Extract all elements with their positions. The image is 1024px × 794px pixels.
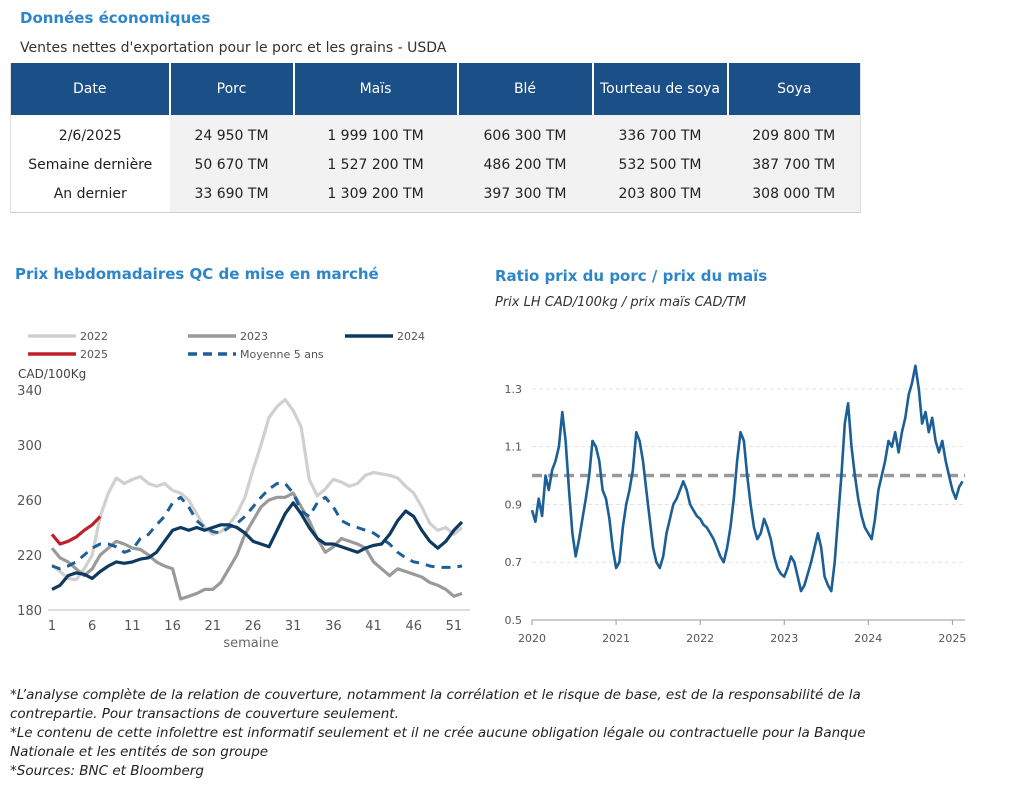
table-cell: 532 500 TM (592, 150, 728, 179)
y-tick-label: 260 (17, 494, 42, 509)
y-axis-label: CAD/100Kg (18, 367, 86, 381)
footnotes: *L’analyse complète de la relation de co… (10, 686, 870, 781)
table-cell: 203 800 TM (592, 179, 728, 213)
series-line-moyenne-5-ans (51, 482, 463, 571)
y-tick-label: 0.7 (505, 556, 523, 569)
y-tick-label: 0.5 (505, 614, 523, 627)
legend-label: 2024 (397, 330, 425, 343)
ratio-chart-title: Ratio prix du porc / prix du maïs (495, 267, 768, 285)
y-tick-label: 340 (17, 384, 42, 399)
x-tick-label: 46 (405, 619, 422, 634)
x-tick-label: 11 (124, 619, 141, 634)
legend-label: 2022 (80, 330, 108, 343)
x-tick-label: 2021 (602, 632, 630, 645)
x-tick-label: 6 (88, 619, 96, 634)
table-cell: 397 300 TM (457, 179, 593, 213)
x-axis-label: semaine (223, 636, 278, 651)
table-cell: 387 700 TM (727, 150, 861, 179)
column-header: Tourteau de soya (591, 63, 728, 115)
y-tick-label: 300 (17, 439, 42, 454)
series-line-2025 (50, 515, 102, 546)
x-tick-label: 2025 (938, 632, 966, 645)
x-tick-label: 2022 (686, 632, 714, 645)
y-tick-label: 180 (17, 604, 42, 619)
x-tick-label: 1 (48, 619, 56, 634)
column-header: Blé (456, 63, 593, 115)
table-cell: 1 527 200 TM (293, 150, 458, 179)
column-header: Maïs (292, 63, 458, 115)
weekly-prices-chart: 2022 2023 2024 2025 Moyenne 5 ans CAD/100Kg 18… (17, 330, 470, 651)
x-tick-label: 31 (285, 619, 302, 634)
table-caption: Ventes nettes d'exportation pour le porc… (20, 40, 447, 56)
table-cell: 209 800 TM (727, 115, 861, 150)
column-header: Porc (168, 63, 294, 115)
table-cell: 308 000 TM (727, 179, 861, 213)
column-header: Date (10, 63, 170, 115)
footnote: *Le contenu de cette infolettre est info… (10, 725, 866, 760)
table-cell: 606 300 TM (457, 115, 593, 150)
x-tick-label: 2020 (518, 632, 546, 645)
table-cell: 1 999 100 TM (293, 115, 458, 150)
table-cell: 24 950 TM (169, 115, 294, 150)
table-cell: Semaine dernière (10, 150, 170, 179)
table-cell: 1 309 200 TM (293, 179, 458, 213)
table-cell: 486 200 TM (457, 150, 593, 179)
table-cell: An dernier (10, 179, 170, 213)
series-line-2024 (51, 501, 464, 591)
x-tick-label: 2023 (770, 632, 798, 645)
y-tick-label: 0.9 (505, 498, 523, 511)
table-cell: 33 690 TM (169, 179, 294, 213)
table-header-row: Date Porc Maïs Blé Tourteau de soya Soya (10, 63, 861, 115)
table-cell: 50 670 TM (169, 150, 294, 179)
x-tick-label: 26 (245, 619, 262, 634)
x-tick-label: 36 (325, 619, 342, 634)
exports-table: Date Porc Maïs Blé Tourteau de soya Soya… (10, 63, 861, 213)
x-tick-label: 41 (365, 619, 382, 634)
column-header: Soya (726, 63, 861, 115)
ratio-series-line (530, 364, 964, 593)
legend-label: Moyenne 5 ans (240, 348, 324, 361)
table-row: Semaine dernière 50 670 TM 1 527 200 TM … (10, 150, 861, 179)
y-tick-label: 1.1 (505, 441, 523, 454)
footnote: *Sources: BNC et Bloomberg (10, 763, 204, 779)
table-row: An dernier 33 690 TM 1 309 200 TM 397 30… (10, 179, 861, 213)
y-tick-label: 1.3 (505, 383, 523, 396)
section-title: Données économiques (20, 9, 211, 27)
y-tick-label: 220 (17, 549, 42, 564)
series-line-2023 (50, 491, 463, 601)
legend-label: 2025 (80, 348, 108, 361)
table-row: 2/6/2025 24 950 TM 1 999 100 TM 606 300 … (10, 115, 861, 150)
footnote: *L’analyse complète de la relation de co… (10, 687, 861, 722)
x-tick-label: 2024 (854, 632, 882, 645)
table-cell: 2/6/2025 (10, 115, 170, 150)
series-line-2022 (50, 398, 464, 582)
x-tick-label: 51 (446, 619, 463, 634)
ratio-chart-subtitle: Prix LH CAD/100kg / prix maïs CAD/TM (495, 295, 747, 310)
legend-label: 2023 (240, 330, 268, 343)
x-tick-label: 16 (164, 619, 181, 634)
x-tick-label: 21 (204, 619, 221, 634)
weekly-prices-chart-title: Prix hebdomadaires QC de mise en marché (15, 265, 379, 283)
table-cell: 336 700 TM (592, 115, 728, 150)
ratio-chart: 0.5 0.7 0.9 1.1 1.3 2020 2021 2022 2023 2024 2025 (505, 364, 966, 645)
